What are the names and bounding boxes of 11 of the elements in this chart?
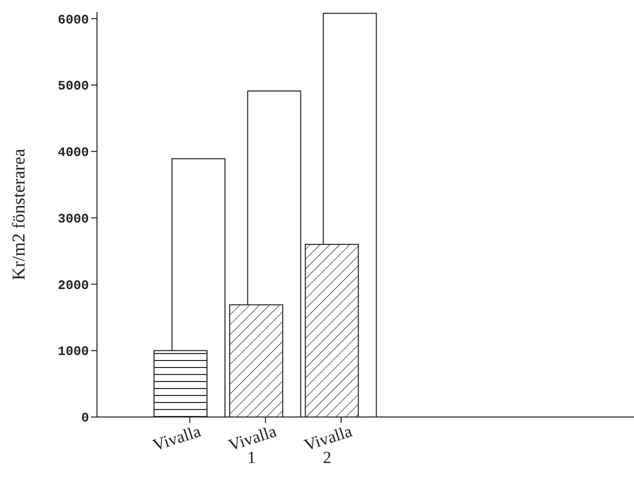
x-tick-label: Vivalla 2 xyxy=(302,421,355,467)
y-tick-label: 2000 xyxy=(58,278,90,293)
y-tick-label: 1000 xyxy=(58,344,90,360)
y-tick-label: 0 xyxy=(81,410,90,426)
x-tick-label: Vivalla 1 xyxy=(226,421,280,467)
y-tick-label: 6000 xyxy=(58,12,90,28)
y-axis-title: Kr/m2 fönsterarea xyxy=(8,148,28,280)
x-tick-label: Vivalla xyxy=(150,421,204,455)
y-tick-label: 4000 xyxy=(58,145,90,160)
y-tick-label: 3000 xyxy=(58,211,90,226)
y-tick-label: 5000 xyxy=(58,78,90,94)
